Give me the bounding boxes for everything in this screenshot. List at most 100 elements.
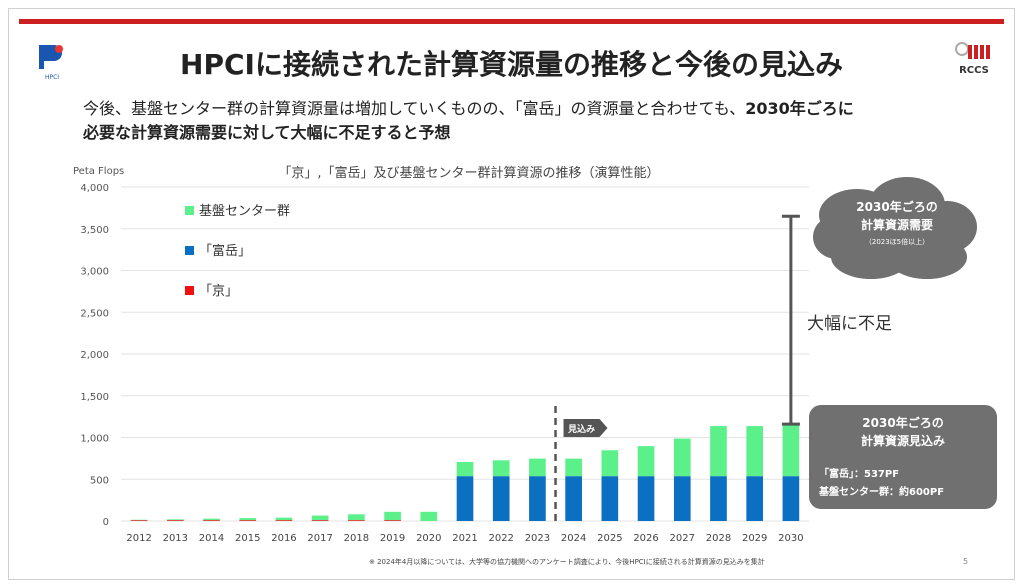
resource-chart: 「京」,「富岳」及び基盤センター群計算資源の推移（演算性能） Peta Flop…	[73, 165, 997, 544]
bar-segment	[239, 520, 257, 521]
forecast-arrow-icon	[563, 419, 608, 437]
bar-segment	[710, 426, 727, 477]
bar-segment	[456, 461, 474, 477]
bar-segment	[782, 476, 800, 521]
x-tick-labels: 2012 2013 2014 2015 2016 2017 2018 2019 2020 2021…	[126, 533, 803, 544]
legend: 基盤センター群「富岳」「京」	[185, 204, 290, 299]
bar-segment	[348, 520, 365, 521]
bar-segment	[637, 446, 655, 477]
bar-segment	[311, 515, 329, 521]
rccs-logo-icon: RCCS	[955, 42, 990, 76]
bar-segment	[673, 438, 691, 477]
x-tick-label: 2018	[344, 533, 369, 544]
bar-segment	[275, 520, 293, 521]
bars	[130, 424, 800, 521]
supply-title-line1: 2030年ごろの	[862, 415, 943, 430]
demand-title-line2: 計算資源需要	[861, 217, 933, 232]
bar-segment	[492, 460, 510, 477]
bar-segment	[601, 476, 619, 521]
x-tick-label: 2013	[163, 533, 188, 544]
bar-segment	[384, 520, 401, 521]
bar-segment	[384, 511, 401, 521]
bar-segment	[203, 520, 220, 521]
grid-lines	[121, 186, 809, 522]
y-tick-label: 4,000	[80, 183, 109, 194]
bar-segment	[565, 458, 582, 477]
forecast-label: 見込み	[567, 423, 595, 435]
bar-segment	[348, 514, 365, 521]
demand-title-line1: 2030年ごろの	[856, 199, 937, 214]
legend-swatch	[185, 286, 194, 295]
x-tick-label: 2021	[452, 533, 477, 544]
y-tick-label: 3,500	[80, 225, 109, 236]
supply-title-line2: 計算資源見込み	[861, 433, 945, 448]
y-tick-label: 1,500	[80, 392, 109, 403]
supply-line1: 「富岳」：537PF	[819, 467, 899, 480]
slide: HPCI RCCS HPCIに接続された計算資源量の推移と今後の見込み 今後、基…	[8, 8, 1015, 580]
legend-label: 基盤センター群	[199, 204, 290, 219]
page-number: 5	[963, 557, 969, 566]
legend-swatch	[185, 206, 194, 215]
logo-right-text: RCCS	[959, 65, 989, 76]
bar-segment	[746, 426, 764, 477]
bar-segment	[275, 517, 293, 521]
subtitle: 今後、基盤センター群の計算資源量は増加していくものの、「富岳」の資源量と合わせて…	[83, 97, 963, 145]
x-tick-label: 2012	[126, 533, 151, 544]
bar-segment	[456, 476, 474, 521]
x-tick-label: 2026	[633, 533, 658, 544]
page-title: HPCIに接続された計算資源量の推移と今後の見込み	[180, 48, 843, 81]
x-tick-label: 2017	[307, 533, 332, 544]
bar-segment	[601, 450, 619, 477]
bar-segment	[673, 476, 691, 521]
footnote: ※ 2024年4月以降については、大学等の協力機関へのアンケート調査により、今後…	[369, 558, 765, 566]
x-tick-label: 2016	[271, 533, 296, 544]
subtitle-plain: 今後、基盤センター群の計算資源量は増加していくものの、「富岳」の資源量と合わせて…	[83, 99, 746, 118]
x-tick-label: 2027	[670, 533, 695, 544]
bar-segment	[166, 519, 184, 521]
y-tick-label: 2,000	[80, 350, 109, 361]
logo-left-text: HPCI	[45, 74, 59, 81]
subtitle-bold-2: 必要な計算資源需要に対して大幅に不足すると予想	[83, 123, 451, 142]
x-tick-label: 2022	[488, 533, 513, 544]
gap-label: 大幅に不足	[807, 314, 892, 334]
x-tick-label: 2030	[778, 533, 803, 544]
bar-segment	[311, 520, 329, 521]
x-tick-label: 2015	[235, 533, 260, 544]
supply-box	[809, 405, 997, 509]
legend-swatch	[185, 246, 194, 255]
bar-segment	[782, 424, 800, 477]
x-tick-label: 2024	[561, 533, 586, 544]
y-tick-label: 1,000	[80, 434, 109, 445]
bar-segment	[166, 520, 184, 521]
legend-label: 「富岳」	[199, 243, 251, 259]
supply-line2: 基盤センター群：約600PF	[818, 485, 944, 498]
bar-segment	[492, 476, 510, 521]
bar-segment	[239, 518, 257, 521]
x-tick-label: 2020	[416, 533, 441, 544]
bar-segment	[746, 476, 764, 521]
x-tick-label: 2014	[199, 533, 224, 544]
bar-segment	[565, 476, 582, 521]
bar-segment	[637, 476, 655, 521]
chart-title: 「京」,「富岳」及び基盤センター群計算資源の推移（演算性能）	[278, 165, 659, 181]
bar-segment	[529, 476, 546, 521]
bar-segment	[203, 518, 220, 521]
y-tick-label: 2,500	[80, 308, 109, 319]
subtitle-bold-1: 2030年ごろに	[745, 99, 854, 118]
bar-segment	[420, 511, 438, 521]
bar-segment	[529, 458, 546, 477]
y-axis-label: Peta Flops	[73, 166, 124, 177]
cloud-blob	[841, 201, 957, 269]
demand-note: （2023ほ5倍以上）	[865, 237, 929, 246]
y-tick-label: 500	[90, 475, 109, 486]
y-tick-labels: 0 500 1,000 1,500 2,000 2,500 3,000 3,500 4,000	[80, 183, 109, 528]
top-accent-bar	[19, 19, 1004, 24]
hpci-logo-icon: HPCI	[39, 45, 63, 81]
demand-cloud	[813, 177, 977, 279]
x-tick-label: 2019	[380, 533, 405, 544]
y-tick-label: 0	[103, 517, 109, 528]
y-tick-label: 3,000	[80, 267, 109, 278]
x-tick-label: 2028	[706, 533, 731, 544]
legend-label: 「京」	[199, 284, 238, 299]
